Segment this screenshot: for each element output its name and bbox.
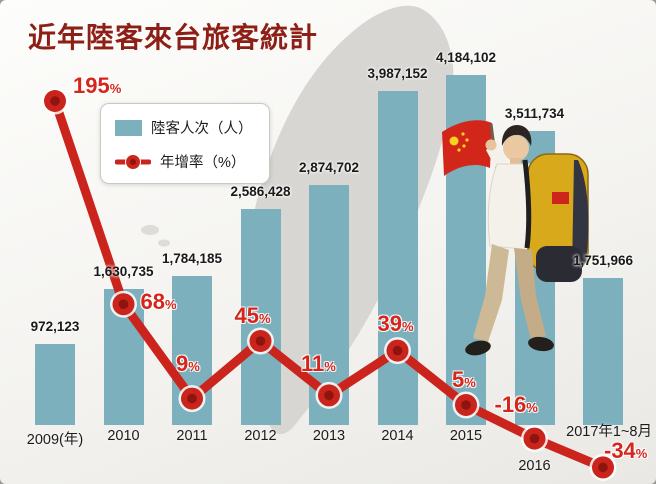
bar (583, 278, 623, 425)
legend-label-growth: 年增率（%） (160, 155, 246, 171)
back-leg (514, 248, 546, 340)
head (503, 135, 529, 161)
bar (35, 344, 75, 425)
backpack-flag-patch (552, 192, 569, 204)
shoe (528, 336, 554, 352)
flag-star (462, 144, 466, 148)
penghu-islands-shape (141, 225, 159, 235)
small-island-shape (158, 239, 170, 247)
backpack-pocket (536, 246, 582, 282)
backpack-side-panel (572, 160, 589, 270)
growth-marker (589, 453, 617, 481)
growth-marker (178, 385, 206, 413)
growth-marker (110, 290, 137, 318)
shoe (465, 340, 491, 356)
growth-marker (384, 337, 411, 365)
hair (501, 125, 532, 146)
bar-swatch (115, 119, 142, 136)
growth-marker (315, 381, 343, 409)
bar (240, 209, 281, 425)
backpack-strap (522, 159, 532, 249)
legend-item-growth: 年增率（%） (115, 151, 259, 172)
bar (377, 91, 418, 425)
legend-item-visitors: 陸客人次（人） (115, 117, 259, 138)
growth-marker (41, 87, 69, 115)
backpacker-illustration (442, 120, 589, 356)
growth-marker (521, 425, 548, 453)
flag-star (457, 148, 461, 152)
chart-title: 近年陸客來台旅客統計 (28, 22, 319, 53)
front-leg (473, 244, 509, 342)
legend: 陸客人次（人） 年增率（%） (100, 103, 270, 184)
legend-label-visitors: 陸客人次（人） (151, 121, 253, 137)
growth-line (50, 96, 608, 472)
growth-marker (247, 327, 274, 355)
hand (485, 139, 497, 151)
china-flag-icon (442, 120, 492, 176)
flag-star (461, 132, 465, 136)
flag-star (449, 136, 459, 146)
growth-marker (452, 391, 480, 419)
flag-star (465, 138, 469, 142)
line-swatch (115, 153, 151, 170)
neck (510, 158, 521, 167)
